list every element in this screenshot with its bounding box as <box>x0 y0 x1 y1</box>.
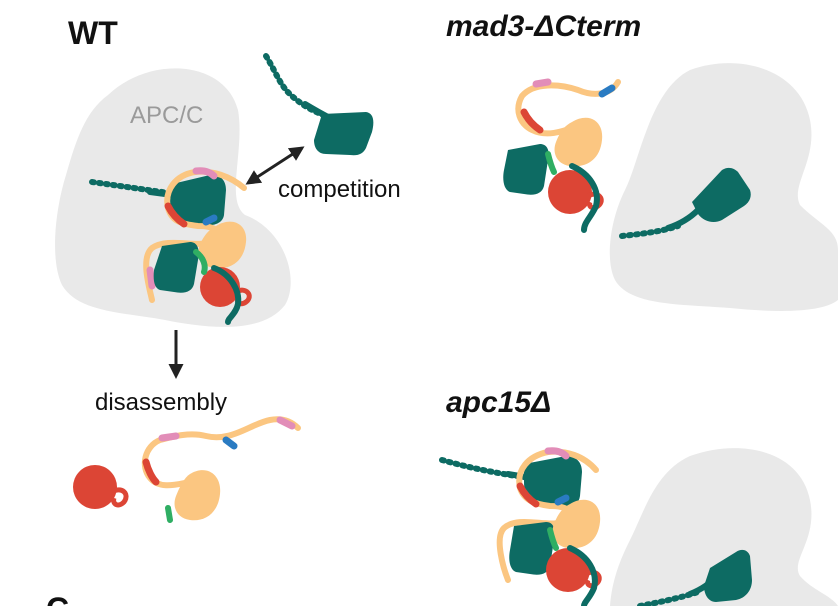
wt-label: WT <box>68 15 118 51</box>
disassembly-label: disassembly <box>95 389 227 416</box>
mad3-label: mad3-ΔCterm <box>446 10 641 43</box>
competition-label: competition <box>278 176 401 203</box>
mcc-complex-apc15 <box>439 447 602 606</box>
apcc-label: APC/C <box>130 102 203 129</box>
free-cdc20-apc15 <box>637 549 752 606</box>
apcc-blob-apc15 <box>610 448 838 606</box>
free-cdc20-mad3 <box>619 167 751 239</box>
mcc-complex-mad3 <box>503 78 621 233</box>
disassembled-parts <box>73 416 301 523</box>
mcc-complex-wt <box>89 167 252 325</box>
competition-arrow <box>245 146 305 185</box>
panel-c-label: C <box>46 591 69 606</box>
free-cdc20-wt <box>263 53 374 156</box>
apc15-label: apc15Δ <box>446 386 551 419</box>
